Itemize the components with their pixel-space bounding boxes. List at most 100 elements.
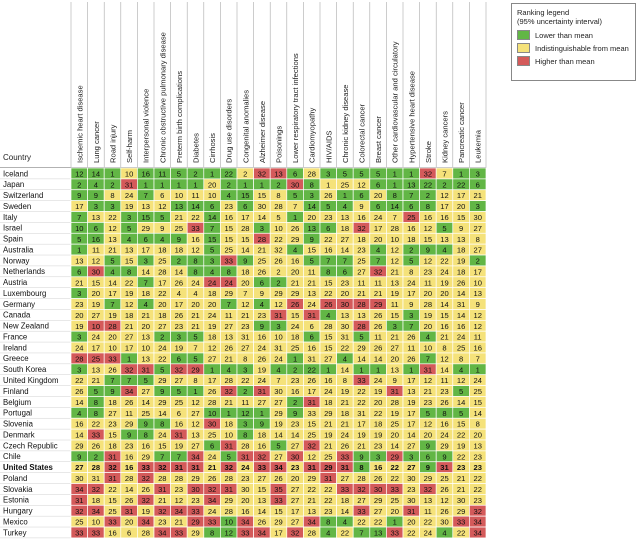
row-label-italy: Italy (3, 213, 17, 222)
cell-value: 5 (276, 213, 280, 222)
cell-value: 30 (75, 474, 83, 483)
cell-value: 26 (291, 300, 299, 309)
cell-value: 20 (125, 518, 133, 527)
cell-value: 33 (75, 529, 83, 538)
cell-value: 10 (175, 191, 183, 200)
cell-value: 28 (141, 529, 149, 538)
cell-value: 5 (127, 224, 131, 233)
cell-value: 1 (127, 354, 131, 363)
cell-value: 31 (224, 485, 232, 494)
column-label-breast-cancer: Breast cancer (374, 116, 383, 163)
cell-value: 10 (424, 344, 432, 353)
cell-value: 13 (440, 235, 448, 244)
cell-value: 15 (473, 398, 481, 407)
cell-value: 24 (307, 300, 315, 309)
cell-value: 22 (457, 452, 465, 461)
legend-item-higher: Higher than mean (517, 56, 630, 66)
cell-value: 6 (376, 180, 380, 189)
cell-value: 30 (291, 452, 299, 461)
cell-value: 22 (307, 365, 315, 374)
column-label-poisonings: Poisonings (275, 126, 284, 163)
cell-value: 29 (224, 289, 232, 298)
cell-value: 6 (144, 235, 148, 244)
cell-value: 29 (191, 474, 199, 483)
cell-value: 22 (108, 485, 116, 494)
cell-value: 18 (324, 398, 332, 407)
cell-value: 23 (424, 267, 432, 276)
column-label-alzheimer-disease: Alzheimer disease (258, 101, 267, 163)
cell-value: 28 (175, 474, 183, 483)
cell-value: 11 (241, 398, 249, 407)
cell-value: 2 (426, 191, 430, 200)
row-label-norway: Norway (3, 256, 30, 265)
cell-value: 23 (291, 420, 299, 429)
cell-value: 28 (424, 300, 432, 309)
cell-value: 29 (307, 474, 315, 483)
cell-value: 19 (341, 387, 349, 396)
cell-value: 34 (241, 518, 249, 527)
cell-value: 11 (424, 278, 432, 287)
cell-value: 8 (227, 267, 231, 276)
cell-value: 7 (376, 257, 380, 266)
cell-value: 1 (193, 387, 197, 396)
cell-value: 1 (77, 246, 81, 255)
cell-value: 1 (243, 180, 247, 189)
cell-value: 26 (175, 311, 183, 320)
cell-value: 16 (457, 322, 465, 331)
cell-value: 31 (158, 485, 166, 494)
cell-value: 17 (92, 344, 100, 353)
cell-value: 26 (224, 344, 232, 353)
cell-value: 8 (193, 257, 197, 266)
cell-value: 29 (141, 452, 149, 461)
cell-value: 27 (175, 376, 183, 385)
cell-value: 3 (260, 224, 264, 233)
cell-value: 4 (260, 300, 264, 309)
cell-value: 23 (224, 202, 232, 211)
cell-value: 27 (108, 409, 116, 418)
cell-value: 24 (341, 431, 349, 440)
cell-value: 20 (241, 278, 249, 287)
cell-value: 32 (258, 452, 266, 461)
cell-value: 31 (108, 452, 116, 461)
cell-value: 6 (343, 267, 347, 276)
row-label-israel: Israel (3, 224, 22, 233)
row-label-estonia: Estonia (3, 496, 30, 505)
cell-value: 26 (258, 518, 266, 527)
cell-value: 25 (108, 507, 116, 516)
row-label-turkey: Turkey (3, 528, 27, 537)
cell-value: 19 (374, 431, 382, 440)
cell-value: 25 (208, 431, 216, 440)
cell-value: 14 (473, 409, 481, 418)
cell-value: 22 (158, 289, 166, 298)
cell-value: 16 (324, 246, 332, 255)
cell-value: 14 (357, 354, 365, 363)
cell-value: 18 (341, 224, 349, 233)
cell-value: 23 (473, 463, 481, 472)
cell-value: 22 (224, 169, 232, 178)
cell-value: 31 (141, 365, 149, 374)
cell-value: 18 (158, 311, 166, 320)
cell-value: 33 (357, 507, 365, 516)
cell-value: 27 (75, 463, 83, 472)
cell-value: 26 (291, 224, 299, 233)
cell-value: 31 (324, 474, 332, 483)
cell-value: 29 (191, 518, 199, 527)
cell-value: 9 (426, 463, 430, 472)
cell-value: 4 (293, 246, 297, 255)
cell-value: 16 (241, 507, 249, 516)
cell-value: 15 (457, 420, 465, 429)
cell-value: 12 (241, 409, 249, 418)
cell-value: 15 (92, 278, 100, 287)
cell-value: 12 (274, 300, 282, 309)
cell-value: 1 (177, 180, 181, 189)
cell-value: 30 (274, 387, 282, 396)
cell-value: 31 (341, 333, 349, 342)
cell-value: 5 (94, 387, 98, 396)
cell-value: 5 (359, 169, 363, 178)
cell-value: 6 (359, 191, 363, 200)
cell-value: 18 (92, 496, 100, 505)
cell-value: 32 (307, 441, 315, 450)
cell-value: 29 (457, 507, 465, 516)
cell-value: 19 (457, 257, 465, 266)
